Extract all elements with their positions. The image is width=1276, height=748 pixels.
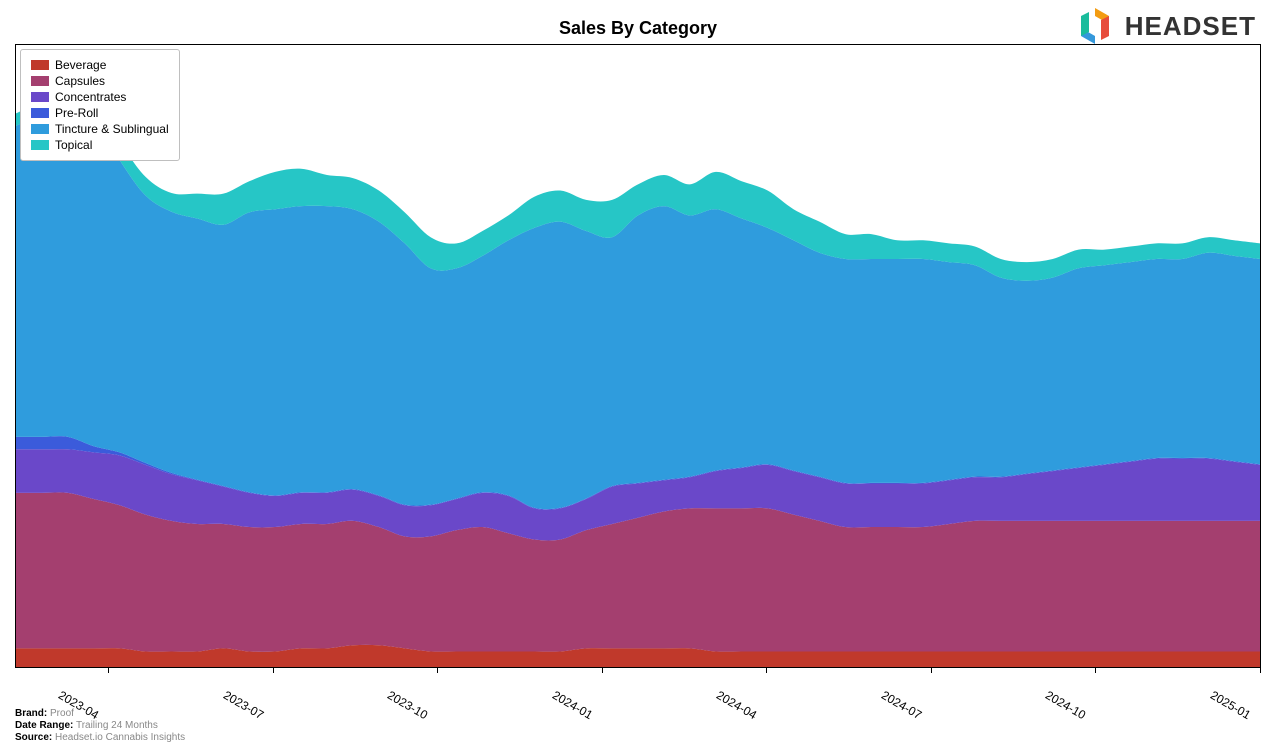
x-axis-label: 2024-10 <box>1043 688 1088 722</box>
legend-label: Capsules <box>55 74 105 88</box>
legend-swatch <box>31 60 49 70</box>
legend-label: Beverage <box>55 58 106 72</box>
x-axis-labels: 2023-042023-072023-102024-012024-042024-… <box>15 668 1261 708</box>
legend-swatch <box>31 92 49 102</box>
footer-value: Proof <box>47 708 74 719</box>
x-axis-label: 2024-04 <box>714 688 759 722</box>
x-tick <box>766 668 767 673</box>
footer-line: Date Range: Trailing 24 Months <box>15 720 185 732</box>
area-series <box>16 101 1260 509</box>
footer-label: Brand: <box>15 708 47 719</box>
chart-container: Sales By Category HEADSET Beverage Capsul… <box>0 0 1276 748</box>
x-tick <box>1095 668 1096 673</box>
legend-label: Topical <box>55 138 92 152</box>
x-axis-label: 2024-01 <box>550 688 595 722</box>
x-axis-label: 2023-07 <box>221 688 266 722</box>
plot-area: Beverage Capsules Concentrates Pre-Roll Tinc… <box>15 44 1261 668</box>
stacked-area-svg <box>16 45 1260 667</box>
legend-item: Tincture & Sublingual <box>31 122 169 136</box>
legend: Beverage Capsules Concentrates Pre-Roll Tinc… <box>20 49 180 161</box>
legend-item: Capsules <box>31 74 169 88</box>
legend-swatch <box>31 76 49 86</box>
legend-item: Topical <box>31 138 169 152</box>
x-tick <box>602 668 603 673</box>
legend-swatch <box>31 140 49 150</box>
legend-swatch <box>31 108 49 118</box>
footer-label: Source: <box>15 732 52 743</box>
x-tick <box>931 668 932 673</box>
logo-segment <box>1101 16 1109 40</box>
x-axis-label: 2023-10 <box>385 688 430 722</box>
x-axis-label: 2025-01 <box>1208 688 1253 722</box>
chart-title-text: Sales By Category <box>559 18 717 38</box>
x-tick <box>1260 668 1261 673</box>
legend-label: Concentrates <box>55 90 126 104</box>
footer-label: Date Range: <box>15 720 73 731</box>
x-tick <box>108 668 109 673</box>
footer-line: Brand: Proof <box>15 708 185 720</box>
legend-label: Pre-Roll <box>55 106 98 120</box>
headset-logo-text: HEADSET <box>1125 11 1256 42</box>
legend-item: Pre-Roll <box>31 106 169 120</box>
x-tick <box>437 668 438 673</box>
footer-value: Trailing 24 Months <box>73 720 158 731</box>
footer-value: Headset.io Cannabis Insights <box>52 732 185 743</box>
headset-logo-icon <box>1073 4 1117 48</box>
legend-swatch <box>31 124 49 134</box>
footer-line: Source: Headset.io Cannabis Insights <box>15 732 185 744</box>
logo-segment <box>1081 12 1089 36</box>
footer-metadata: Brand: ProofDate Range: Trailing 24 Mont… <box>15 708 185 744</box>
x-axis-label: 2024-07 <box>879 688 924 722</box>
x-tick <box>273 668 274 673</box>
legend-item: Beverage <box>31 58 169 72</box>
headset-logo: HEADSET <box>1073 4 1256 48</box>
legend-item: Concentrates <box>31 90 169 104</box>
legend-label: Tincture & Sublingual <box>55 122 169 136</box>
